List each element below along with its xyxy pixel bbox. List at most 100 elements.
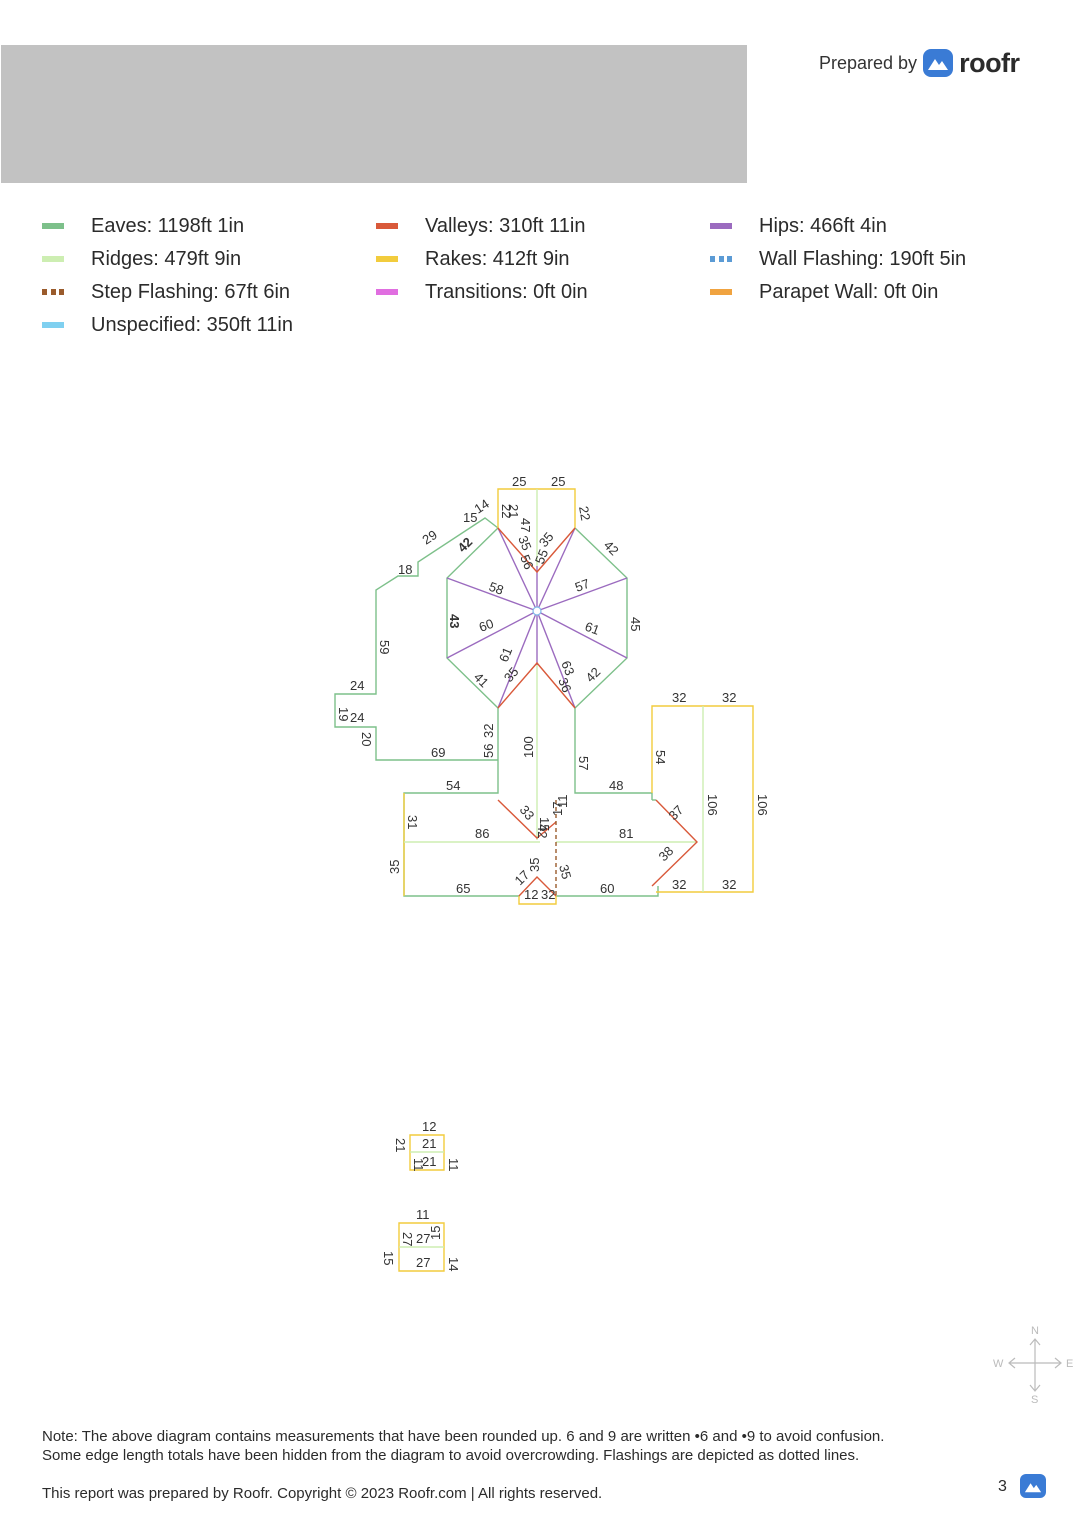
legend-swatch <box>42 256 64 262</box>
edge-label: 14 <box>471 496 491 516</box>
edge-label: 106 <box>705 794 720 816</box>
legend-label: Hips: 466ft 4in <box>759 214 887 237</box>
edge-label: 21 <box>506 504 521 518</box>
edge-label: 56 <box>517 553 536 572</box>
legend-item-parapet-wall: Parapet Wall: 0ft 0in <box>710 278 938 306</box>
edge-label: 21 <box>422 1154 436 1169</box>
legend-swatch <box>710 223 732 229</box>
legend-item-transitions: Transitions: 0ft 0in <box>376 278 588 306</box>
legend-swatch <box>710 289 732 295</box>
legend-label: Valleys: 310ft 11in <box>425 214 586 237</box>
legend-item-unspecified: Unspecified: 350ft 11in <box>42 311 293 339</box>
rakes-lines <box>398 488 754 1272</box>
edge-label: 54 <box>653 750 668 764</box>
edge-label: 86 <box>475 826 489 841</box>
edge-label: 35 <box>527 858 542 872</box>
edge-label: 29 <box>419 527 439 547</box>
compass-west: W <box>993 1358 1004 1370</box>
legend-swatch <box>376 256 398 262</box>
hips-lines <box>446 527 628 709</box>
edge-label: 15 <box>428 1226 443 1240</box>
edge-label: 63 <box>558 659 577 678</box>
edge-label: 27 <box>400 1232 415 1246</box>
legend-item-step-flashing: Step Flashing: 67ft 6in <box>42 278 290 306</box>
edge-label: 57 <box>576 756 591 770</box>
edge-label: 48 <box>609 778 623 793</box>
edge-label: 11 <box>416 1207 430 1222</box>
edge-label: 11 <box>555 795 570 809</box>
edge-label: 24 <box>350 678 364 693</box>
edge-label: 55 <box>532 547 551 566</box>
edge-label: 11 <box>411 1158 426 1172</box>
legend-label: Parapet Wall: 0ft 0in <box>759 280 939 303</box>
legend-swatch <box>376 289 398 295</box>
edge-label: 19 <box>336 707 351 721</box>
redacted-address-block <box>1 45 747 183</box>
edge-label: 38 <box>656 843 677 864</box>
measurement-labels: 25 25 22 42 45 42 57 61 63 36 35 61 41 4… <box>336 474 770 1271</box>
legend-swatch <box>710 256 732 262</box>
edge-label: 81 <box>619 826 633 841</box>
edge-label: 24 <box>350 710 364 725</box>
legend-label: Eaves: 1198ft 1in <box>91 214 245 237</box>
ridges-lines <box>399 489 704 1248</box>
compass-north: N <box>1031 1325 1039 1337</box>
legend-item-eaves: Eaves: 1198ft 1in <box>42 212 244 240</box>
legend-swatch <box>42 322 64 328</box>
edge-label: 35 <box>536 529 557 550</box>
legend-label: Unspecified: 350ft 11in <box>91 313 293 336</box>
legend-label: Transitions: 0ft 0in <box>425 280 588 303</box>
edge-label: 20 <box>359 732 374 746</box>
edge-label: 11 <box>446 1158 461 1172</box>
edge-label: 60 <box>477 616 496 635</box>
brand-name: roofr <box>959 47 1020 78</box>
footer-copyright: This report was prepared by Roofr. Copyr… <box>42 1485 603 1502</box>
edge-label: 42 <box>535 824 550 838</box>
legend-swatch <box>42 223 64 229</box>
legend-swatch <box>42 289 64 295</box>
edge-label: 106 <box>755 794 770 816</box>
edge-label: 21 <box>422 1136 436 1151</box>
edge-label: 41 <box>471 670 492 691</box>
edge-label: 14 <box>446 1257 461 1271</box>
eaves-lines <box>334 517 659 897</box>
edge-label: 58 <box>487 579 506 598</box>
edge-label: 21 <box>393 1138 408 1152</box>
legend-item-valleys: Valleys: 310ft 11in <box>376 212 585 240</box>
edge-label: 57 <box>573 576 592 595</box>
legend-swatch <box>376 223 398 229</box>
note-line-2: Some edge length totals have been hidden… <box>42 1447 860 1464</box>
edge-label: 18 <box>398 562 412 577</box>
edge-label: 42 <box>583 664 604 685</box>
legend-item-rakes: Rakes: 412ft 9in <box>376 245 570 273</box>
peak-marker <box>532 606 542 616</box>
edge-label: 32 <box>672 877 686 892</box>
edge-label: 37 <box>666 802 687 823</box>
edge-label: 60 <box>600 881 614 896</box>
edge-label: 33 <box>517 802 538 823</box>
legend-label: Step Flashing: 67ft 6in <box>91 280 291 303</box>
edge-label: 27 <box>416 1255 430 1270</box>
edge-label: 56 <box>481 744 496 758</box>
edge-label: 35 <box>387 860 402 874</box>
edge-label: 32 <box>672 690 686 705</box>
edge-label: 27 <box>416 1231 430 1246</box>
edge-label: 12 <box>422 1119 436 1134</box>
edge-label: 43 <box>447 614 462 628</box>
legend-label: Rakes: 412ft 9in <box>425 247 570 270</box>
legend-item-hips: Hips: 466ft 4in <box>710 212 887 240</box>
edge-label: 32 <box>541 887 555 902</box>
edge-label: 42 <box>455 534 476 555</box>
edge-label: 32 <box>722 690 736 705</box>
edge-label: 100 <box>521 736 536 758</box>
roofr-logo-icon <box>923 49 954 77</box>
edge-label: 31 <box>405 815 420 829</box>
legend-item-ridges: Ridges: 479ft 9in <box>42 245 241 273</box>
edge-label: 22 <box>576 505 593 522</box>
edge-label: 12 <box>524 887 538 902</box>
compass-icon: N S E W <box>993 1325 1073 1406</box>
edge-label: 69 <box>431 745 445 760</box>
edge-label: 45 <box>628 617 643 631</box>
edge-label: 35 <box>501 664 522 685</box>
